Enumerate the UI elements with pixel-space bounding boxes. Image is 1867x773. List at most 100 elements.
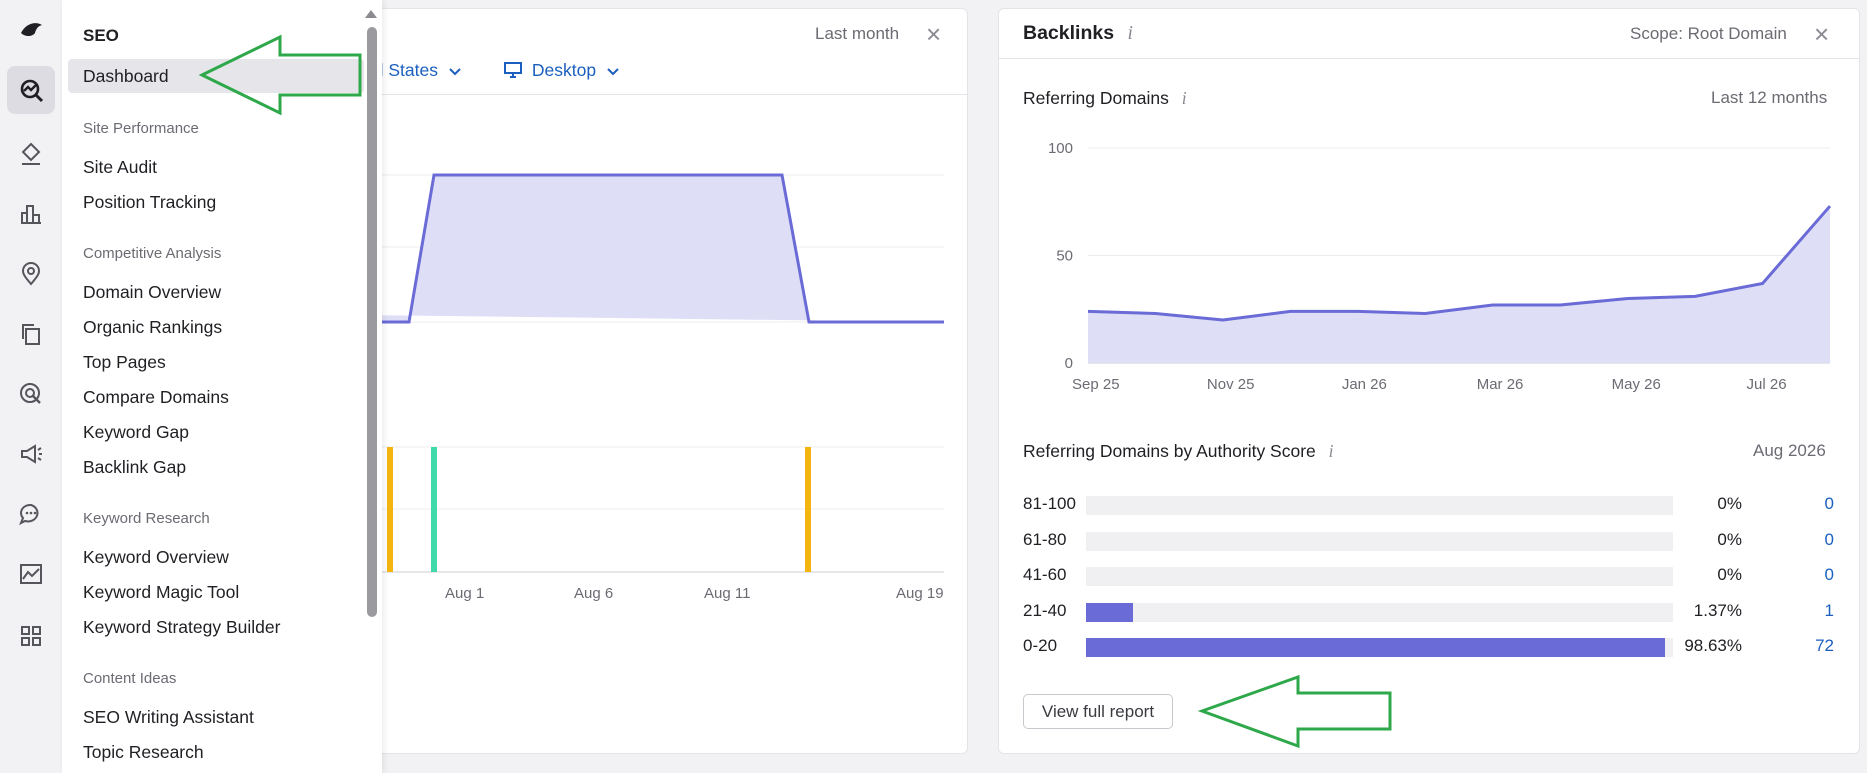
referring-domains-title: Referring Domains i [1023,88,1187,109]
menu-section-keyword-research: Keyword Research [83,510,210,527]
authority-count-link[interactable]: 1 [1824,600,1834,620]
traffic-line [378,173,944,324]
x-tick-label: Jul 26 [1747,376,1787,393]
event-bar [387,447,393,572]
annotation-arrow [1198,674,1392,749]
backlinks-title: Backlinks i [1023,22,1133,45]
authority-count-link[interactable]: 0 [1824,529,1834,549]
reports-chart-icon[interactable] [7,190,55,238]
authority-count-link[interactable]: 0 [1824,565,1834,584]
menu-item-site-audit[interactable]: Site Audit [83,157,157,177]
menu-item-backlink-gap[interactable]: Backlink Gap [83,457,187,477]
semrush-logo-icon[interactable] [7,6,55,54]
menu-section-content-ideas: Content Ideas [83,670,177,687]
referring-domains-period: Last 12 months [1711,88,1828,107]
menu-item-organic-rankings[interactable]: Organic Rankings [83,317,223,337]
view-full-report-button[interactable]: View full report [1023,694,1173,729]
annotation-arrow [198,34,362,116]
referring-domains-title-text: Referring Domains [1023,88,1169,108]
ai-target-icon[interactable] [7,370,55,418]
referring-domains-chart: 0 50 100 Sep 25 Nov 25 Jan 26 Mar 26 May 26 Jul … [1048,140,1832,393]
authority-range-label: 21-40 [1023,600,1067,620]
info-icon[interactable]: i [1328,441,1334,461]
traffic-icon[interactable] [7,130,55,178]
authority-percent: 0% [1717,529,1742,549]
local-pin-icon[interactable] [7,250,55,298]
y-tick-label: 50 [1056,248,1073,265]
social-chat-icon[interactable] [7,490,55,538]
app-center-grid-icon[interactable] [7,612,55,660]
menu-scrollbar[interactable] [367,27,377,617]
traffic-chart [364,173,944,573]
traffic-area [364,175,944,322]
authority-bar-fill [1086,602,1133,622]
close-icon[interactable]: × [926,19,942,49]
content-pages-icon[interactable] [7,310,55,358]
menu-item-top-pages[interactable]: Top Pages [83,352,166,372]
referring-domains-line [1087,205,1832,322]
x-tick-label: Sep 25 [1072,376,1120,393]
advertising-megaphone-icon[interactable] [7,430,55,478]
authority-score-period: Aug 2026 [1753,441,1826,460]
authority-range-label: 81-100 [1023,494,1076,513]
backlinks-card [998,8,1860,754]
menu-title: SEO [83,26,119,45]
x-tick-label: Aug 19 [896,585,944,602]
backlinks-title-text: Backlinks [1023,22,1115,44]
close-icon[interactable]: × [1814,19,1830,49]
trends-icon[interactable] [7,550,55,598]
y-tick-label: 0 [1065,355,1073,372]
icon-rail [0,0,62,773]
authority-range-label: 41-60 [1023,565,1067,584]
authority-bar-track [1086,496,1673,515]
chevron-down-icon [449,60,461,81]
x-tick-label: Nov 25 [1207,376,1255,393]
country-filter[interactable]: ed States [364,60,461,81]
event-bar [431,447,437,572]
info-icon[interactable]: i [1181,88,1187,108]
menu-item-seo-writing-assistant[interactable]: SEO Writing Assistant [83,707,254,727]
menu-section-competitive-analysis: Competitive Analysis [83,245,222,262]
menu-item-topic-research[interactable]: Topic Research [83,742,204,762]
menu-section-site-performance: Site Performance [83,120,199,137]
x-tick-label: Aug 11 [704,585,751,602]
authority-percent: 98.63% [1684,636,1742,655]
info-icon[interactable]: i [1127,23,1133,44]
menu-item-keyword-overview[interactable]: Keyword Overview [83,547,229,567]
x-tick-label: Mar 26 [1477,376,1524,393]
desktop-monitor-icon [504,62,522,83]
authority-percent: 0% [1717,565,1742,584]
authority-bar-track [1086,567,1673,586]
authority-bar-track [1086,638,1673,657]
menu-item-keyword-magic-tool[interactable]: Keyword Magic Tool [83,582,240,602]
authority-percent: 0% [1717,494,1742,513]
authority-score-title-text: Referring Domains by Authority Score [1023,441,1316,461]
seo-menu-flyout: SEO Dashboard Site Performance Site Audi… [62,0,382,773]
authority-range-label: 0-20 [1023,636,1058,655]
scope-label[interactable]: Scope: Root Domain [1630,24,1787,43]
menu-item-keyword-strategy-builder[interactable]: Keyword Strategy Builder [83,617,281,637]
menu-item-compare-domains[interactable]: Compare Domains [83,387,229,407]
menu-item-keyword-gap[interactable]: Keyword Gap [83,422,190,442]
x-tick-label: May 26 [1612,376,1661,393]
divider [998,58,1860,59]
authority-bar-track [1086,531,1673,551]
scroll-up-arrow-icon[interactable] [365,10,377,18]
authority-count-link[interactable]: 72 [1815,636,1834,655]
organic-traffic-card [364,8,968,754]
authority-score-title: Referring Domains by Authority Score i [1023,441,1334,462]
menu-item-dashboard[interactable]: Dashboard [68,59,364,93]
menu-item-position-tracking[interactable]: Position Tracking [83,192,217,212]
divider [364,94,967,95]
device-filter[interactable]: Desktop [504,60,619,83]
authority-range-label: 61-80 [1023,529,1067,549]
device-filter-label: Desktop [531,60,597,80]
referring-domains-area [1088,206,1830,363]
seo-toolkit-icon[interactable] [7,66,55,114]
authority-count-link[interactable]: 0 [1824,494,1834,513]
chevron-down-icon [607,60,619,81]
menu-item-domain-overview[interactable]: Domain Overview [83,282,222,302]
x-tick-label: Aug 6 [574,585,614,602]
authority-bar-fill [1086,638,1665,657]
period-label: Last month [815,24,900,43]
